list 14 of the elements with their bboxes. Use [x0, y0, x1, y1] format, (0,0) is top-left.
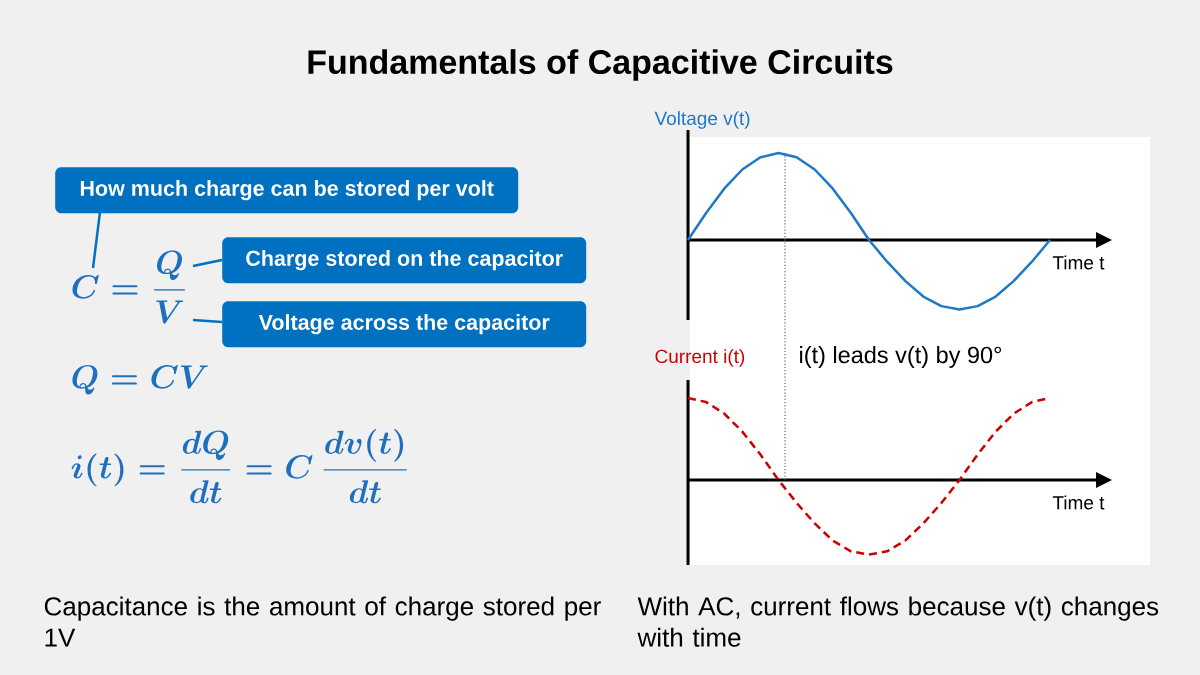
text: Voltage across the capacitor [258, 314, 550, 335]
y-axis-title: Voltage v(t) [654, 111, 750, 129]
text: Charge stored on the capacitor [246, 250, 563, 271]
text: Fundamentals of Capacitive Circuits [308, 49, 893, 81]
text: With AC, current flows because v(t) changes with time [637, 596, 1159, 647]
text: i(t) leads v(t) by 90° [800, 346, 1002, 368]
x-axis-title: Time t [1052, 495, 1105, 510]
y-axis-title: Current i(t) [655, 349, 745, 367]
text: $i(t) = \frac{dQ}{dt} = C\,\frac{dv(t)}{dt}$ [71, 428, 407, 504]
text: $C = \frac{Q}{V}$ [72, 250, 185, 324]
text: Capacitance is the amount of charge stored per 1V [44, 596, 601, 647]
text: $Q = CV$ [72, 364, 208, 395]
x-axis-title: Time t [1052, 255, 1105, 270]
text: How much charge can be stored per volt [80, 180, 494, 201]
